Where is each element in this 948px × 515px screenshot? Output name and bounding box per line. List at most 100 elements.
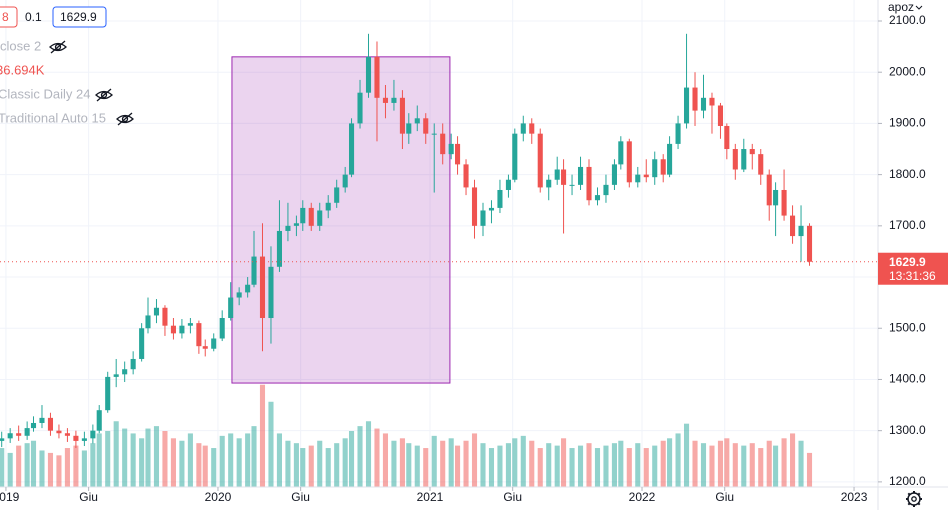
y-tick-label: 1800.0 bbox=[889, 167, 926, 181]
candle-body bbox=[285, 225, 291, 231]
candle-body bbox=[96, 410, 102, 431]
candle-body bbox=[717, 105, 724, 126]
volume-bar bbox=[202, 445, 208, 487]
volume-bar bbox=[342, 438, 348, 487]
volume-bar bbox=[577, 445, 584, 487]
volume-bar bbox=[145, 428, 151, 487]
candle-body bbox=[7, 433, 13, 439]
volume-bar bbox=[586, 443, 592, 487]
x-tick-label: 2021 bbox=[417, 490, 444, 504]
eye-icon[interactable] bbox=[95, 88, 113, 102]
volume-label: 36.694K bbox=[0, 62, 45, 77]
volume-bar bbox=[758, 448, 764, 487]
x-tick-label: Giu bbox=[291, 490, 310, 504]
indicator-name[interactable]: Traditional Auto 15 bbox=[0, 110, 106, 125]
eye-icon[interactable] bbox=[116, 112, 134, 126]
candle-body bbox=[546, 179, 552, 188]
eye-icon[interactable] bbox=[49, 40, 67, 54]
volume-bar bbox=[293, 443, 299, 487]
volume-bar bbox=[170, 438, 176, 487]
volume-bar bbox=[529, 440, 535, 487]
volume-bar bbox=[749, 443, 755, 487]
volume-bar bbox=[683, 423, 690, 487]
candle-body bbox=[196, 323, 202, 347]
indicator-name[interactable]: Classic Daily 24 bbox=[0, 86, 90, 101]
volume-bar bbox=[7, 452, 13, 487]
candle-body bbox=[16, 433, 22, 436]
volume-bar bbox=[348, 430, 355, 487]
indicator-name[interactable]: close 2 bbox=[0, 38, 41, 53]
volume-bar bbox=[724, 438, 730, 487]
volume-bar bbox=[325, 448, 331, 487]
volume-bar bbox=[365, 421, 372, 487]
volume-bar bbox=[611, 443, 617, 487]
price-scale-label[interactable]: apoz bbox=[888, 0, 914, 14]
volume-bar bbox=[675, 433, 681, 487]
volume-bar bbox=[334, 443, 340, 487]
volume-bar bbox=[113, 421, 119, 487]
candle-body bbox=[81, 438, 87, 441]
candle-body bbox=[308, 207, 314, 226]
candle-body bbox=[348, 123, 355, 175]
candle-body bbox=[724, 125, 730, 150]
volume-bar bbox=[798, 440, 804, 487]
eye-pupil bbox=[100, 91, 108, 99]
legend: 8 0.1 1629.9 close 2 36.694K Classic Dai… bbox=[0, 6, 134, 126]
eye-slash bbox=[50, 40, 66, 54]
volume-bar bbox=[357, 426, 363, 487]
volume-bar bbox=[652, 445, 658, 487]
candle-body bbox=[300, 207, 306, 224]
volume-bar bbox=[692, 440, 698, 487]
candle-body bbox=[56, 430, 62, 434]
volume-bar bbox=[717, 440, 724, 487]
x-tick-label: Giu bbox=[503, 490, 522, 504]
candle-body bbox=[741, 149, 747, 170]
volume-bar bbox=[569, 448, 575, 487]
candle-body bbox=[773, 189, 779, 206]
x-tick-label: 2020 bbox=[205, 490, 232, 504]
candle-body bbox=[594, 195, 601, 201]
candle-body bbox=[683, 87, 690, 124]
settings-icon[interactable] bbox=[906, 491, 922, 507]
candle-body bbox=[790, 215, 796, 237]
volume-bar bbox=[374, 428, 380, 487]
candle-body bbox=[692, 87, 698, 111]
candle-body bbox=[391, 97, 397, 103]
volume-bar bbox=[497, 445, 503, 487]
candle-body bbox=[431, 133, 437, 135]
volume-bar bbox=[603, 445, 609, 487]
candle-body bbox=[611, 164, 617, 185]
volume-bar bbox=[667, 438, 673, 487]
candle-body bbox=[73, 435, 79, 441]
candle-body bbox=[561, 169, 567, 185]
volume-bar bbox=[546, 443, 552, 487]
volume-bar bbox=[594, 448, 601, 487]
candle-body bbox=[463, 164, 469, 188]
volume-bar bbox=[16, 445, 22, 487]
candle-body bbox=[0, 438, 5, 441]
candle-body bbox=[766, 174, 772, 206]
volume-bar bbox=[471, 433, 478, 487]
candle-body bbox=[806, 225, 813, 262]
candle-body bbox=[47, 417, 54, 431]
volume-bar bbox=[448, 438, 454, 487]
candle-body bbox=[480, 210, 486, 226]
volume-bar bbox=[285, 440, 291, 487]
last-price-label: 1629.9 bbox=[889, 255, 926, 269]
eye-icons bbox=[49, 40, 134, 126]
countdown-label: 13:31:36 bbox=[889, 269, 936, 283]
volume-bar bbox=[660, 440, 666, 487]
candle-body bbox=[586, 166, 592, 201]
candle-body bbox=[537, 133, 543, 188]
volume-bar bbox=[781, 438, 787, 487]
volume-bar bbox=[618, 440, 624, 487]
candle-body bbox=[365, 56, 372, 93]
volume-bar bbox=[317, 440, 323, 487]
gear-hub bbox=[911, 496, 917, 502]
volume-bar bbox=[196, 443, 202, 487]
candle-body bbox=[251, 256, 257, 285]
candle-body bbox=[293, 223, 299, 226]
volume-bar bbox=[626, 448, 632, 487]
volume-bar bbox=[153, 426, 160, 487]
candle-body bbox=[569, 184, 575, 186]
